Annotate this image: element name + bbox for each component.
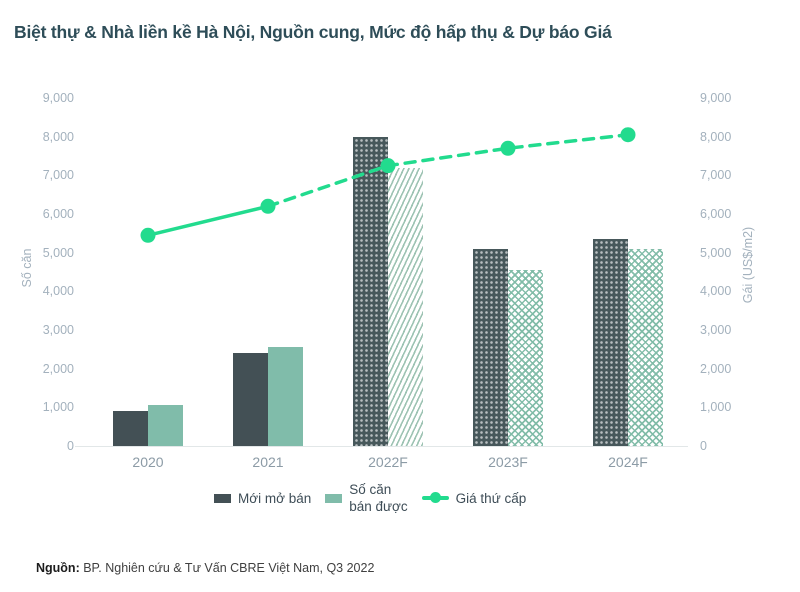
bar-sold-units-2024F	[628, 248, 663, 446]
chart-title: Biệt thự & Nhà liền kề Hà Nội, Nguồn cun…	[14, 22, 612, 42]
bar-sold-units-2020	[148, 405, 183, 446]
left-axis-tick-label: 8,000	[42, 129, 74, 144]
right-axis-tick-label: 0	[700, 439, 707, 453]
right-axis-tick-label: 3,000	[700, 323, 732, 337]
green-bar-swatch-icon	[325, 493, 343, 503]
x-axis-label-2021: 2021	[252, 454, 284, 470]
line-marker-icon	[421, 492, 449, 503]
price-marker-2023F	[500, 140, 516, 156]
price-marker-2024F	[620, 127, 636, 143]
right-axis-tick-label: 9,000	[700, 91, 732, 105]
right-axis-tick-label: 5,000	[700, 245, 732, 260]
left-axis-tick-label: 4,000	[42, 284, 74, 299]
legend-item-sold-units: Số căn bán được	[325, 481, 408, 515]
legend-label: Mới mở bán	[238, 490, 312, 506]
legend: Mới mở bán Số căn bán được Giá thứ cấp	[214, 476, 526, 520]
x-axis-line	[75, 446, 688, 447]
price-line-actual-segment	[146, 204, 270, 238]
bar-sold-units-2021	[268, 347, 303, 446]
left-axis-tick-label: 7,000	[42, 168, 74, 183]
price-marker-2021	[260, 198, 276, 214]
right-axis-tick-label: 6,000	[700, 207, 732, 221]
right-axis-tick-label: 8,000	[700, 129, 732, 144]
left-axis-tick-label: 1,000	[42, 400, 74, 415]
bar-new-launch-2021	[233, 353, 268, 446]
left-axis-tick-label: 0	[67, 439, 74, 453]
price-marker-2020	[140, 227, 156, 243]
price-marker-2022F	[380, 158, 396, 174]
right-axis-tick-label: 1,000	[700, 400, 732, 415]
right-axis-tick-label: 2,000	[700, 361, 732, 376]
source-text: BP. Nghiên cứu & Tư Vấn CBRE Việt Nam, Q…	[79, 561, 375, 575]
legend-label: Giá thứ cấp	[455, 490, 527, 506]
left-axis-tick-label: 5,000	[42, 245, 74, 260]
left-axis-tick-label: 6,000	[42, 207, 74, 221]
right-axis-tick-label: 4,000	[700, 284, 732, 299]
source-note: Nguồn: BP. Nghiên cứu & Tư Vấn CBRE Việt…	[36, 561, 374, 575]
x-axis-label-2024F: 2024F	[608, 454, 648, 470]
x-axis-label-2020: 2020	[132, 454, 164, 470]
price-line-forecast-segment	[266, 132, 630, 209]
source-label: Nguồn:	[36, 561, 80, 575]
secondary-price-line	[140, 127, 636, 243]
legend-item-new-launch: Mới mở bán	[214, 490, 311, 507]
legend-item-secondary-price: Giá thứ cấp	[421, 490, 527, 507]
bar-new-launch-2020	[113, 411, 148, 446]
left-axis-tick-label: 2,000	[42, 361, 74, 376]
right-axis-tick-label: 7,000	[700, 168, 732, 183]
left-axis-tick-label: 9,000	[42, 91, 74, 105]
dark-bar-swatch-icon	[214, 493, 231, 503]
plot-area	[88, 98, 688, 446]
left-axis-tick-label: 3,000	[42, 323, 74, 337]
x-axis-label-2022F: 2022F	[368, 454, 408, 470]
bar-sold-units-2023F	[508, 270, 543, 446]
x-axis-label-2023F: 2023F	[488, 454, 528, 470]
bar-new-launch-2024F	[593, 239, 628, 446]
legend-label: Số căn bán được	[349, 482, 408, 514]
bar-sold-units-2022F	[388, 167, 423, 446]
bar-new-launch-2022F	[353, 136, 388, 446]
bar-new-launch-2023F	[473, 248, 508, 446]
